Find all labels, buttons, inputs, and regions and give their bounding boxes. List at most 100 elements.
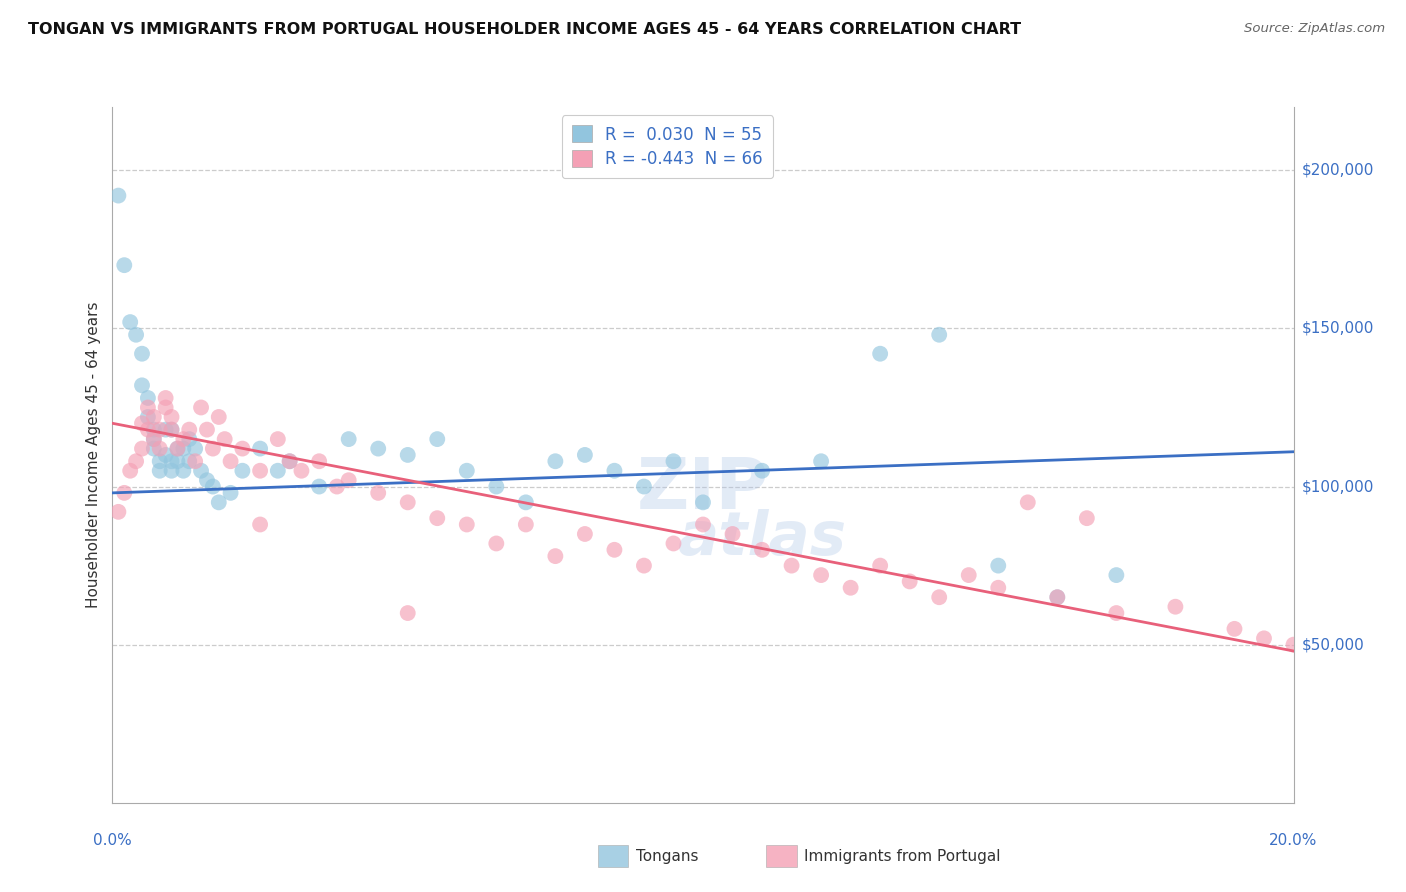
Point [957,568,980,582]
Point [456,517,478,532]
Text: atlas: atlas [678,509,846,568]
Point [179,432,201,446]
Point [810,568,832,582]
Point [810,454,832,468]
Point [692,517,714,532]
Point [751,542,773,557]
Text: $100,000: $100,000 [1302,479,1374,494]
Point [172,442,194,456]
Point [142,409,165,424]
Point [195,473,218,487]
Point [249,464,271,478]
Point [231,464,253,478]
Point [160,454,183,468]
Text: $50,000: $50,000 [1302,637,1365,652]
Point [574,448,596,462]
Legend: R =  0.030  N = 55, R = -0.443  N = 66: R = 0.030 N = 55, R = -0.443 N = 66 [562,115,773,178]
Point [662,454,685,468]
Point [160,423,183,437]
Point [633,479,655,493]
Text: 20.0%: 20.0% [1270,833,1317,848]
Point [184,454,207,468]
Point [290,464,312,478]
Point [166,442,188,456]
Point [426,511,449,525]
Point [155,448,177,462]
Point [155,401,177,415]
Point [160,423,183,437]
Point [214,432,236,446]
Point [131,417,153,431]
Point [160,409,183,424]
Point [142,442,165,456]
Point [120,464,142,478]
Text: Immigrants from Portugal: Immigrants from Portugal [804,849,1001,863]
Point [308,454,330,468]
Point [166,454,188,468]
Point [107,505,129,519]
Point [337,473,360,487]
Point [155,423,177,437]
Point [136,391,159,405]
Point [928,591,950,605]
Point [149,423,172,437]
Point [544,549,567,563]
Point [142,423,165,437]
Point [396,448,419,462]
Point [396,495,419,509]
Y-axis label: Householder Income Ages 45 - 64 years: Householder Income Ages 45 - 64 years [86,301,101,608]
Point [149,442,172,456]
Point [179,423,201,437]
Point [112,486,135,500]
Text: Tongans: Tongans [636,849,697,863]
Point [195,423,218,437]
Point [633,558,655,573]
Point [131,378,153,392]
Point [249,517,271,532]
Point [1046,591,1069,605]
Point [987,581,1010,595]
Point [544,454,567,468]
Point [190,401,212,415]
Point [574,527,596,541]
Point [149,454,172,468]
Point [751,464,773,478]
Point [326,479,349,493]
Point [1223,622,1246,636]
Text: TONGAN VS IMMIGRANTS FROM PORTUGAL HOUSEHOLDER INCOME AGES 45 - 64 YEARS CORRELA: TONGAN VS IMMIGRANTS FROM PORTUGAL HOUSE… [28,22,1021,37]
Point [1105,568,1128,582]
Point [308,479,330,493]
Point [367,486,389,500]
Text: Source: ZipAtlas.com: Source: ZipAtlas.com [1244,22,1385,36]
Point [142,432,165,446]
Point [1076,511,1098,525]
Point [160,464,183,478]
Point [721,527,744,541]
Point [201,442,224,456]
Point [1105,606,1128,620]
Point [1017,495,1039,509]
Point [396,606,419,620]
Point [515,517,537,532]
Point [172,432,194,446]
Point [515,495,537,509]
Point [219,486,242,500]
Point [201,479,224,493]
Point [208,495,231,509]
Point [107,188,129,202]
Point [869,558,891,573]
Point [603,464,626,478]
Point [231,442,253,456]
Point [869,347,891,361]
Point [898,574,921,589]
Point [839,581,862,595]
Point [219,454,242,468]
Text: $150,000: $150,000 [1302,321,1374,336]
Point [190,464,212,478]
Point [1282,638,1305,652]
Point [131,347,153,361]
Point [136,401,159,415]
Point [184,442,207,456]
Text: ZIP: ZIP [637,455,769,524]
Point [367,442,389,456]
